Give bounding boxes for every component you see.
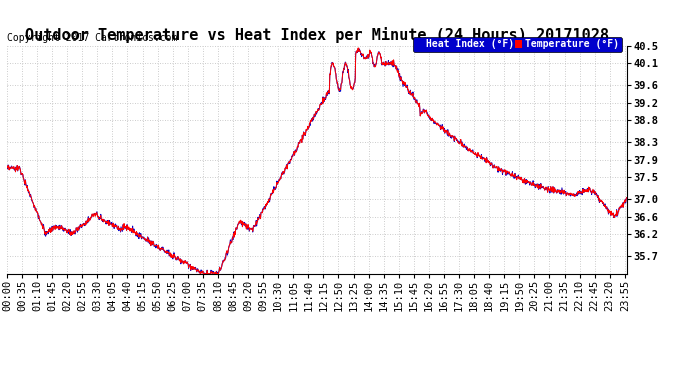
Title: Outdoor Temperature vs Heat Index per Minute (24 Hours) 20171028: Outdoor Temperature vs Heat Index per Mi… [25, 27, 609, 43]
Text: Copyright 2017 Cartronics.com: Copyright 2017 Cartronics.com [7, 33, 177, 44]
Legend: Heat Index (°F), Temperature (°F): Heat Index (°F), Temperature (°F) [413, 37, 622, 52]
